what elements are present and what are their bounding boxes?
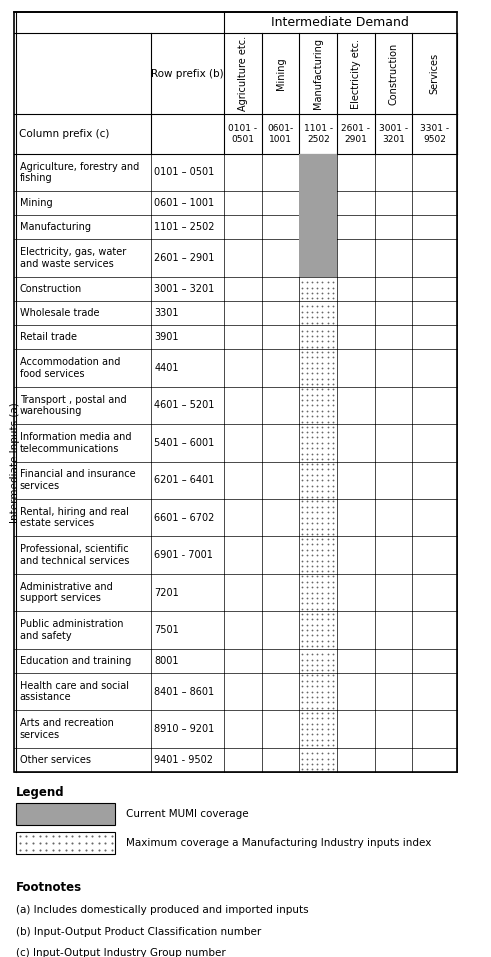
- Text: Administrative and
support services: Administrative and support services: [20, 582, 112, 603]
- Bar: [16, 832, 115, 854]
- Text: 6201 – 6401: 6201 – 6401: [154, 476, 215, 485]
- Text: 9401 - 9502: 9401 - 9502: [154, 755, 214, 765]
- Text: 3301 -
9502: 3301 - 9502: [420, 124, 449, 144]
- Text: Education and training: Education and training: [20, 656, 131, 666]
- Text: (b) Input-Output Product Classification number: (b) Input-Output Product Classification …: [16, 926, 261, 937]
- Text: (c) Input-Output Industry Group number: (c) Input-Output Industry Group number: [16, 948, 226, 957]
- Text: Footnotes: Footnotes: [16, 881, 82, 894]
- Text: (a) Includes domestically produced and imported inputs: (a) Includes domestically produced and i…: [16, 904, 309, 915]
- Text: Maximum coverage a Manufacturing Industry inputs index: Maximum coverage a Manufacturing Industr…: [126, 837, 432, 848]
- Text: Public administration
and safety: Public administration and safety: [20, 619, 123, 641]
- Text: 0101 – 0501: 0101 – 0501: [154, 167, 215, 177]
- Text: 4601 – 5201: 4601 – 5201: [154, 400, 215, 411]
- Text: Mining: Mining: [20, 198, 53, 209]
- Text: Arts and recreation
services: Arts and recreation services: [20, 718, 113, 740]
- Text: 2601 – 2901: 2601 – 2901: [154, 253, 215, 263]
- Text: 3901: 3901: [154, 332, 179, 343]
- Text: Wholesale trade: Wholesale trade: [20, 308, 99, 318]
- Text: Health care and social
assistance: Health care and social assistance: [20, 680, 129, 702]
- Text: 0601 – 1001: 0601 – 1001: [154, 198, 215, 209]
- Text: 6901 - 7001: 6901 - 7001: [154, 550, 213, 560]
- Text: Intermediate Demand: Intermediate Demand: [272, 16, 409, 29]
- Text: Services: Services: [430, 54, 439, 95]
- Text: Intermediate Inputs (a): Intermediate Inputs (a): [10, 402, 20, 523]
- Text: 8910 – 9201: 8910 – 9201: [154, 724, 215, 734]
- Text: Accommodation and
food services: Accommodation and food services: [20, 357, 120, 379]
- Text: Manufacturing: Manufacturing: [313, 38, 323, 109]
- Text: Other services: Other services: [20, 755, 91, 765]
- Text: Retail trade: Retail trade: [20, 332, 77, 343]
- Text: 8001: 8001: [154, 656, 179, 666]
- Text: Electricity etc.: Electricity etc.: [351, 39, 361, 109]
- Text: 7201: 7201: [154, 588, 179, 597]
- Text: Financial and insurance
services: Financial and insurance services: [20, 470, 136, 491]
- Text: Agriculture, forestry and
fishing: Agriculture, forestry and fishing: [20, 162, 139, 183]
- Text: Professional, scientific
and technical services: Professional, scientific and technical s…: [20, 545, 129, 566]
- Text: Manufacturing: Manufacturing: [20, 222, 91, 233]
- Text: Row prefix (b): Row prefix (b): [151, 69, 224, 78]
- Bar: [16, 803, 115, 825]
- Text: 1101 – 2502: 1101 – 2502: [154, 222, 215, 233]
- Text: 4401: 4401: [154, 363, 179, 373]
- Bar: [14, 11, 457, 772]
- Text: Column prefix (c): Column prefix (c): [19, 129, 109, 139]
- Text: 5401 – 6001: 5401 – 6001: [154, 437, 215, 448]
- Text: Information media and
telecommunications: Information media and telecommunications: [20, 432, 131, 454]
- Bar: [300, 215, 337, 239]
- Text: 1101 -
2502: 1101 - 2502: [303, 124, 333, 144]
- Text: 3001 – 3201: 3001 – 3201: [154, 284, 215, 294]
- Text: 8401 – 8601: 8401 – 8601: [154, 686, 215, 697]
- Bar: [300, 154, 337, 191]
- Text: 6601 – 6702: 6601 – 6702: [154, 513, 215, 523]
- Text: Legend: Legend: [16, 786, 65, 799]
- Text: Mining: Mining: [275, 57, 286, 90]
- Text: 3001 -
3201: 3001 - 3201: [379, 124, 408, 144]
- Text: 2601 -
2901: 2601 - 2901: [341, 124, 370, 144]
- Text: 0101 -
0501: 0101 - 0501: [228, 124, 257, 144]
- Text: 7501: 7501: [154, 625, 179, 635]
- Text: 0601-
1001: 0601- 1001: [268, 124, 294, 144]
- Text: Agriculture etc.: Agriculture etc.: [238, 36, 248, 111]
- Text: Current MUMI coverage: Current MUMI coverage: [126, 810, 249, 819]
- Text: Construction: Construction: [20, 284, 82, 294]
- Text: 3301: 3301: [154, 308, 179, 318]
- Text: Rental, hiring and real
estate services: Rental, hiring and real estate services: [20, 507, 129, 528]
- Bar: [300, 191, 337, 215]
- Bar: [300, 239, 337, 277]
- Text: Construction: Construction: [388, 43, 399, 105]
- Text: Electricity, gas, water
and waste services: Electricity, gas, water and waste servic…: [20, 247, 126, 269]
- Text: Transport , postal and
warehousing: Transport , postal and warehousing: [20, 394, 126, 416]
